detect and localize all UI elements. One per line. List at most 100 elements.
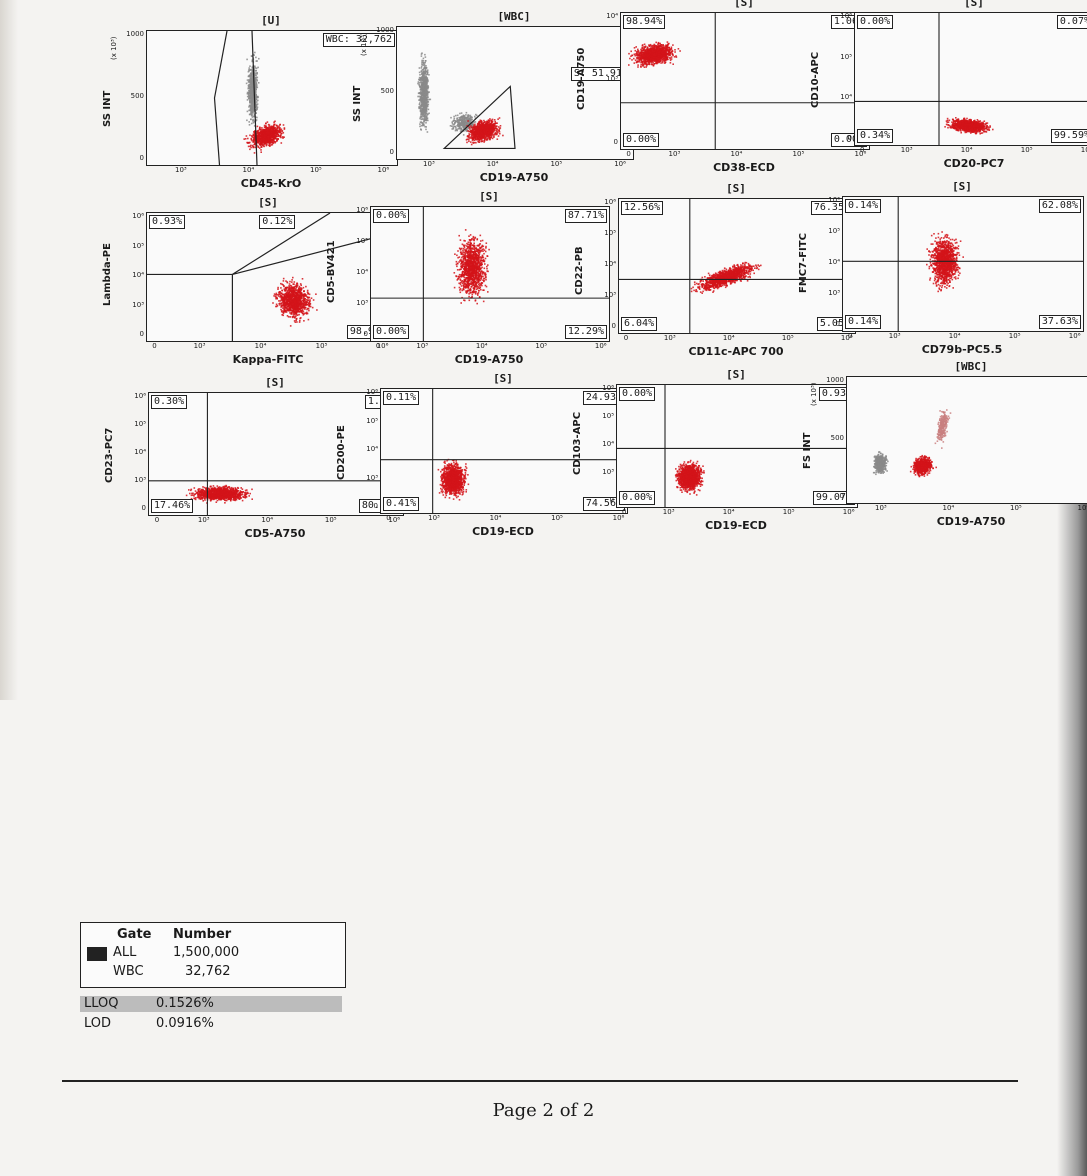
gate-percent-label: 0.00% [373,325,410,339]
x-tick-label: 10⁴ [942,504,955,512]
x-tick-label: 0 [622,508,627,516]
gate-percent-label: 12.56% [621,201,664,215]
x-tick-label: 10⁶ [388,516,401,524]
event-cloud [243,120,286,154]
lod-row: LOD 0.0916% [80,1016,342,1032]
y-axis-label: Lambda-PE [102,243,113,306]
x-axis-label: CD19-ECD [705,519,767,532]
plot-cd19-a750-vs-fs-int: [WBC] 10³ 10⁴ 10⁵ 10⁶ 1000 500 0 CD19-A750 FS INT… [802,360,1087,542]
plot-cd20-pc7-vs-cd10-apc: [S] 0.00% 0.07% 0.34% 99.59% 0 10³ 10⁴ 10⁵ 10⁶ 10⁶… [810,0,1087,184]
plot-area: 0.14% 62.08% 0.14% 37.63% [842,196,1084,332]
y-tick-label: 10³ [132,300,144,309]
y-tick-label: 0 [373,502,378,510]
y-tick-label: 1000 [376,26,394,34]
x-tick-label: 10³ [875,504,887,512]
plot-area: 0.93% 0.12% 98.91% [146,212,392,342]
x-axis-label: CD19-A750 [479,171,549,184]
y-tick-label: 10⁴ [606,12,618,20]
plot-title: [U] [261,14,281,27]
page-number: Page 2 of 2 [492,1100,595,1121]
y-tick-label: 0 [835,320,840,328]
gate-percent-label: 0.34% [857,129,894,143]
x-tick-label: 0 [154,516,160,524]
gate-percent-label: 0.30% [151,395,188,409]
y-tick-label: 0 [141,504,146,512]
lod-value: 0.0916% [156,1016,214,1031]
y-tick-label: 10⁵ [828,227,840,235]
plot-cd19-a750-vs-cd5-bv421: [S] 0.00% 87.71% 0.00% 12.29% 0 10³ 10⁴ 10⁵ 10⁶ 10… [326,190,612,380]
y-tick-label: 10³ [602,468,614,476]
x-axis-label: CD5-A750 [244,527,306,540]
gate-percent-label: 0.14% [845,315,882,329]
x-tick-label: 10⁵ [792,150,805,158]
plot-cd19-ecd-vs-cd103-apc: [S] 0.00% 0.93% 0.00% 99.07% 0 10³ 10⁴ 10⁵ 10⁶ 10⁶… [572,368,860,546]
y-tick-label: 0 [611,322,616,330]
x-axis-label: CD20-PC7 [943,157,1005,170]
plot-area: 0.00% 0.07% 0.34% 99.59% [854,12,1087,146]
x-tick-label: 10⁴ [475,342,488,350]
x-tick-label: 10⁴ [254,342,267,350]
y-tick-label: 10⁶ [134,392,146,400]
footer-rule [62,1080,1018,1082]
x-tick-label: 10³ [193,342,206,350]
plot-title: [S] [493,372,513,385]
page-edge-left [0,0,18,700]
gate-percent-label: 74.56% [582,497,625,511]
plot-cd11c-apc-700-vs-cd22-pb: [S] 12.56% 76.35% 6.04% 5.05% 0 10³ 10⁴ 10⁵ 10⁶ 10… [566,182,858,372]
gate-percent-label: 0.00% [619,387,656,401]
plot-title: [S] [726,182,746,195]
gate-line [442,85,516,150]
plot-title: [WBC] [954,360,988,373]
gate-wbc-label: WBC [113,964,144,979]
y-axis-unit: (x 10³) [810,382,818,406]
y-axis-label: CD10-APC [810,51,821,108]
event-cloud [417,52,432,133]
event-cloud [272,276,318,327]
y-tick-label: 0 [839,492,844,500]
y-axis-unit: (x 10³) [110,36,118,60]
gate-percent-label: 99.59% [1050,129,1087,143]
x-tick-label: 10⁴ [261,516,274,524]
y-axis-unit: (x 10³) [360,32,368,56]
x-tick-label: 10⁵ [551,514,563,522]
x-tick-label: 10⁴ [486,160,499,168]
y-tick-label: 500 [130,92,144,100]
gate-percent-label: 0.11% [383,391,420,405]
x-tick-label: 10⁶ [840,334,853,342]
y-axis-label: CD5-BV421 [326,240,337,303]
event-cloud [674,459,705,496]
event-cloud [465,117,504,146]
x-tick-label: 10⁴ [730,150,743,158]
lod-label: LOD [84,1016,112,1031]
number-header: Number [173,927,232,942]
page-edge-right [1057,430,1087,1176]
event-cloud [690,261,762,294]
gate-percent-label: 0.00% [857,15,894,29]
y-tick-label: 10⁵ [132,241,144,250]
y-axis-label: FS INT [802,432,813,469]
y-tick-label: 10⁵ [602,412,614,420]
x-axis-label: CD45-KrO [240,177,302,190]
x-tick-label: 10⁵ [535,342,548,350]
y-tick-label: 10⁵ [356,237,368,245]
y-tick-label: 10⁶ [840,12,852,20]
y-tick-label: 10³ [828,289,840,297]
gate-all-number: 1,500,000 [173,945,240,960]
event-cloud [944,117,994,135]
x-tick-label: 10³ [668,150,681,158]
x-axis-label: CD19-A750 [936,515,1006,528]
gate-percent-label: 98.94% [623,15,666,29]
y-axis-label: CD103-APC [572,411,583,475]
gate-percent-label: 0.93% [818,387,855,401]
y-axis-label: CD200-PE [336,425,347,480]
y-tick-label: 10⁶ [356,206,368,214]
plot-cd19-ecd-vs-cd200-pe: [S] 0.11% 24.93% 0.41% 74.56% 0 10³ 10⁴ 10⁵ 10⁶ 10… [336,372,630,552]
y-axis-label: CD23-PC7 [104,427,115,483]
x-tick-label: 10⁶ [594,342,607,350]
gate-percent-label: 62.08% [1038,199,1081,213]
y-tick-label: 10⁶ [366,388,378,396]
plot-cd79b-pc5-5-vs-fmc7-fitc: [S] 0.14% 62.08% 0.14% 37.63% 0 10³ 10⁴ 10⁵ 10⁶ 10… [798,180,1086,370]
x-axis-label: CD38-ECD [713,161,775,174]
plot-area: 0.11% 24.93% 0.41% 74.56% [380,388,628,514]
y-tick-label: 10³ [134,476,146,484]
